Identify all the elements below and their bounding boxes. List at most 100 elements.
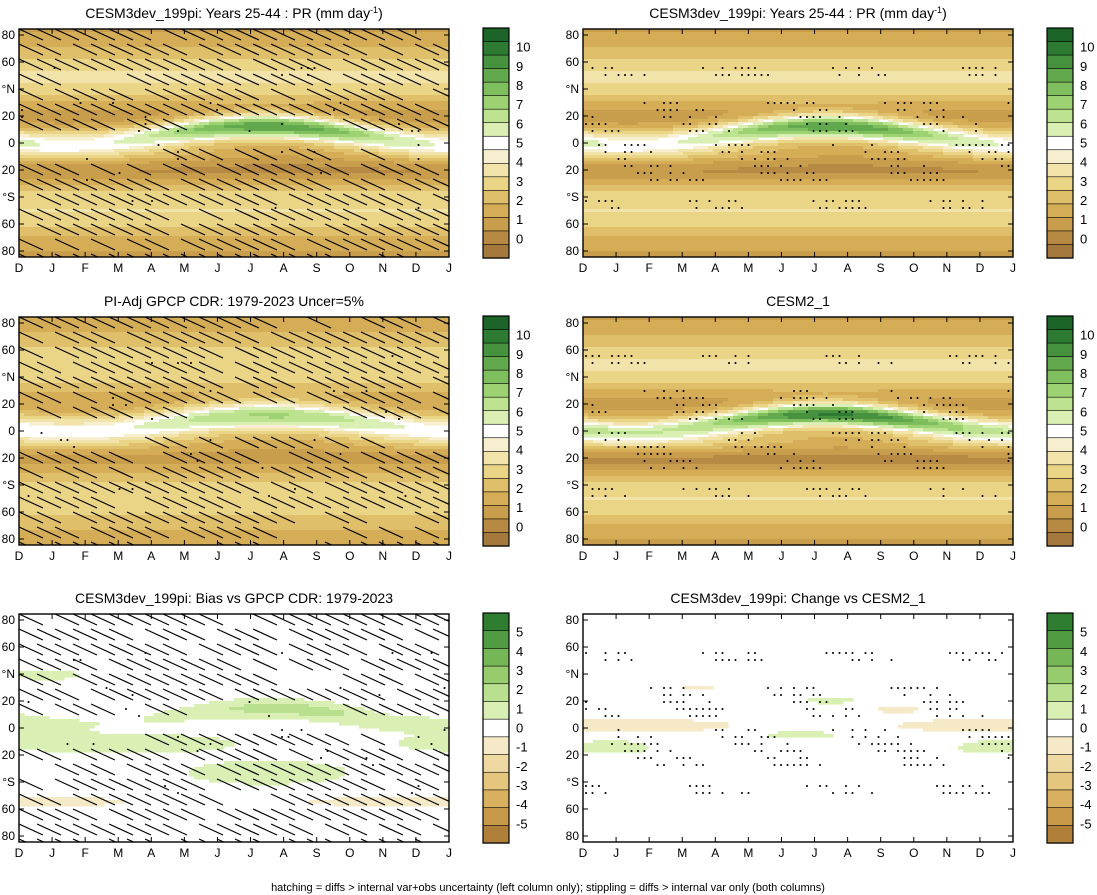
field-cell bbox=[853, 107, 1013, 111]
stipple-dot bbox=[682, 459, 685, 463]
ytick-label: 60 bbox=[566, 217, 580, 231]
hatch-line bbox=[126, 163, 152, 176]
panel-2-title: CESM3dev_199pi: Years 25-44 : PR (mm day… bbox=[649, 5, 947, 21]
field-cell bbox=[19, 140, 35, 144]
stipple-dot bbox=[753, 749, 757, 753]
stipple-dot bbox=[844, 707, 848, 711]
stipple-dot bbox=[779, 693, 783, 697]
hatch-line bbox=[36, 406, 62, 419]
field-cell bbox=[583, 425, 609, 429]
stipple-dot bbox=[714, 115, 718, 119]
stipple-dot bbox=[636, 445, 640, 449]
field-cell bbox=[299, 134, 320, 138]
hatch-line bbox=[234, 361, 260, 374]
hatch-line bbox=[19, 511, 44, 524]
field-cell bbox=[19, 713, 25, 717]
stipple-dot bbox=[812, 714, 815, 718]
field-cell bbox=[19, 77, 449, 81]
field-cell bbox=[19, 737, 220, 741]
hatch-line bbox=[54, 193, 80, 206]
colorbar-swatch bbox=[1046, 108, 1074, 124]
ytick-label: 80 bbox=[2, 613, 16, 627]
field-cell bbox=[948, 134, 964, 138]
field-cell bbox=[953, 437, 969, 441]
stipple-dot bbox=[870, 431, 874, 435]
stipple-dot bbox=[961, 361, 965, 365]
field-cell bbox=[189, 443, 355, 447]
stipple-dot bbox=[961, 199, 965, 203]
stipple-dot bbox=[851, 417, 854, 421]
stipple-dot bbox=[747, 361, 750, 365]
field-cell bbox=[738, 122, 744, 126]
stipple-dot bbox=[430, 651, 433, 655]
hatch-line bbox=[72, 614, 98, 626]
hatch-line bbox=[324, 541, 333, 545]
field-cell bbox=[693, 146, 709, 150]
hatch-line bbox=[216, 763, 242, 776]
field-cell bbox=[364, 401, 449, 405]
hatch-line bbox=[180, 238, 206, 251]
stipple-dot bbox=[961, 791, 965, 795]
hatch-line bbox=[198, 346, 224, 359]
hatch-line bbox=[216, 541, 225, 545]
hatch-line bbox=[216, 778, 242, 791]
colorbar-label: 9 bbox=[516, 347, 523, 362]
stipple-dot bbox=[339, 686, 342, 690]
field-cell bbox=[583, 413, 589, 417]
stipple-dot bbox=[961, 115, 965, 119]
stipple-dot bbox=[753, 73, 757, 77]
field-cell bbox=[19, 176, 449, 180]
field-cell bbox=[833, 446, 849, 450]
field-cell bbox=[19, 92, 449, 96]
hatch-line bbox=[198, 496, 224, 509]
hatch-line bbox=[360, 58, 386, 71]
hatch-line bbox=[180, 88, 206, 101]
stipple-dot bbox=[695, 466, 698, 470]
stipple-dot bbox=[740, 157, 744, 161]
hatch-line bbox=[144, 406, 170, 419]
field-cell bbox=[778, 140, 869, 144]
stipple-dot bbox=[948, 403, 952, 407]
stipple-dot bbox=[617, 651, 620, 655]
hatch-line bbox=[126, 58, 152, 71]
stipple-dot bbox=[701, 763, 705, 767]
field-cell bbox=[583, 350, 1013, 354]
stipple-dot bbox=[604, 487, 607, 491]
field-cell bbox=[698, 410, 714, 414]
field-cell bbox=[159, 419, 190, 423]
colorbar-label: -2 bbox=[516, 759, 528, 774]
field-cell bbox=[19, 332, 449, 336]
ytick-label: 20 bbox=[2, 748, 16, 762]
stipple-dot bbox=[319, 756, 323, 760]
stipple-dot bbox=[649, 735, 653, 739]
stipple-dot bbox=[766, 164, 770, 168]
hatch-line bbox=[342, 511, 368, 524]
hatch-line bbox=[108, 317, 134, 329]
stipple-dot bbox=[896, 171, 900, 175]
field-cell bbox=[404, 119, 449, 123]
field-cell bbox=[878, 410, 889, 414]
hatch-line bbox=[234, 643, 260, 656]
hatch-line bbox=[396, 406, 422, 419]
field-cell bbox=[179, 140, 190, 144]
stipple-dot bbox=[896, 396, 900, 400]
hatch-line bbox=[54, 614, 80, 626]
field-cell bbox=[19, 359, 449, 363]
field-cell bbox=[583, 212, 1013, 216]
colorbar-swatch bbox=[1046, 135, 1074, 151]
stipple-dot bbox=[753, 658, 757, 662]
hatch-line bbox=[72, 808, 98, 821]
hatch-line bbox=[270, 688, 296, 701]
hatch-line bbox=[234, 778, 260, 791]
hatch-line bbox=[180, 103, 206, 116]
stipple-dot bbox=[844, 417, 848, 421]
field-cell bbox=[893, 119, 904, 123]
field-cell bbox=[349, 404, 380, 408]
hatch-line bbox=[162, 823, 188, 836]
field-cell bbox=[888, 140, 899, 144]
field-cell bbox=[214, 137, 230, 141]
xtick-label: M bbox=[677, 261, 687, 275]
stipple-dot bbox=[818, 784, 822, 788]
field-cell bbox=[583, 29, 1013, 33]
